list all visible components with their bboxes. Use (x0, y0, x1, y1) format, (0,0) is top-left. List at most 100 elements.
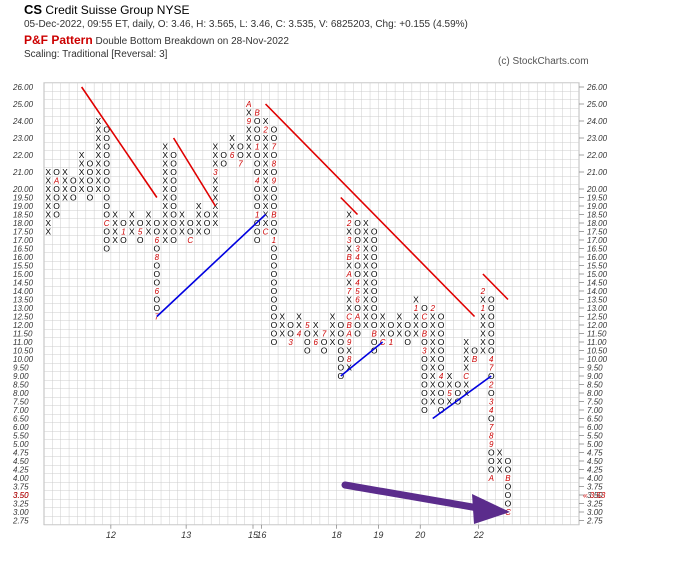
o-box: O (371, 269, 378, 279)
x-box: X (96, 159, 102, 169)
o-box: O (220, 159, 227, 169)
o-box: O (488, 414, 495, 424)
x-box: X (45, 184, 51, 194)
x-box: X (430, 312, 436, 322)
o-box: O (421, 405, 428, 415)
support-trendline (340, 341, 384, 377)
y-tick-label-left: 13.00 (13, 304, 34, 313)
y-tick-label-left: 16.00 (13, 253, 34, 262)
o-box: O (103, 244, 110, 254)
o-box: O (354, 269, 361, 279)
resistance-trendline (340, 196, 359, 216)
chart-header: CS Credit Suisse Group NYSE 05-Dec-2022,… (24, 2, 468, 60)
x-box: X (213, 201, 219, 211)
month-marker: 6 (355, 296, 360, 305)
month-marker: 5 (305, 321, 310, 330)
x-box: X (263, 184, 269, 194)
x-box: X (480, 295, 486, 305)
x-box: X (263, 218, 269, 228)
x-box: X (263, 201, 269, 211)
x-box: X (279, 320, 285, 330)
month-marker: 8 (347, 355, 352, 364)
month-marker: 6 (155, 236, 160, 245)
y-tick-label-right: 13.50 (587, 296, 608, 305)
month-marker: A (345, 330, 351, 339)
o-box: O (321, 337, 328, 347)
x-box: X (62, 176, 68, 186)
x-box: X (79, 150, 85, 160)
last-price-label-left: 3.50 (13, 491, 29, 500)
resistance-trendline (482, 273, 509, 301)
y-tick-label-right: 16.00 (587, 253, 608, 262)
x-box: X (480, 320, 486, 330)
o-box: O (254, 227, 261, 237)
o-box: O (421, 354, 428, 364)
o-box: O (421, 380, 428, 390)
o-box: O (304, 329, 311, 339)
o-box: O (170, 150, 177, 160)
o-box: O (170, 210, 177, 220)
x-box: X (346, 303, 352, 313)
month-marker: 2 (430, 304, 436, 313)
y-tick-label-right: 26.00 (586, 83, 608, 92)
x-box: X (330, 329, 336, 339)
x-box: X (229, 133, 235, 143)
x-box: X (497, 456, 503, 466)
x-box: X (213, 176, 219, 186)
y-tick-label-left: 6.00 (13, 423, 29, 432)
o-box: O (371, 312, 378, 322)
o-box: O (304, 346, 311, 356)
y-tick-label-left: 17.50 (13, 228, 34, 237)
month-marker: 4 (489, 355, 494, 364)
month-marker: 1 (255, 143, 259, 152)
x-box: X (346, 363, 352, 373)
x-box: X (96, 142, 102, 152)
o-box: O (371, 235, 378, 245)
o-box: O (170, 201, 177, 211)
o-box: O (471, 346, 478, 356)
o-box: O (371, 303, 378, 313)
x-box: X (413, 320, 419, 330)
x-box: X (413, 329, 419, 339)
month-marker: 1 (255, 211, 259, 220)
x-box: X (363, 312, 369, 322)
x-box: X (346, 244, 352, 254)
month-marker: 9 (347, 338, 352, 347)
o-box: O (103, 150, 110, 160)
x-box: X (313, 320, 319, 330)
x-box: X (380, 329, 386, 339)
x-box: X (162, 167, 168, 177)
x-year-label: 20 (414, 530, 425, 540)
x-box: X (497, 465, 503, 475)
x-box: X (162, 235, 168, 245)
x-box: X (396, 320, 402, 330)
x-box: X (363, 295, 369, 305)
last-price-label: « 3.53 (583, 491, 606, 500)
y-tick-label-left: 10.00 (13, 355, 34, 364)
y-tick-label-left: 4.25 (13, 466, 29, 475)
y-tick-label-left: 11.00 (13, 338, 33, 347)
y-tick-label-right: 6.50 (587, 415, 603, 424)
y-tick-label-left: 10.50 (13, 347, 34, 356)
x-box: X (480, 346, 486, 356)
o-box: O (337, 363, 344, 373)
x-box: X (313, 329, 319, 339)
o-box: O (354, 218, 361, 228)
support-trendline (156, 213, 267, 318)
x-box: X (112, 227, 118, 237)
x-box: X (129, 218, 135, 228)
x-box: X (346, 278, 352, 288)
y-tick-label-left: 8.00 (13, 389, 29, 398)
month-marker: C (263, 228, 269, 237)
x-box: X (447, 380, 453, 390)
o-box: O (371, 320, 378, 330)
month-marker: C (346, 313, 352, 322)
x-box: X (179, 218, 185, 228)
month-marker: C (187, 236, 193, 245)
y-tick-label-left: 3.75 (13, 483, 29, 492)
x-box: X (96, 176, 102, 186)
o-box: O (154, 303, 161, 313)
o-box: O (187, 227, 194, 237)
y-tick-label-left: 15.50 (13, 262, 34, 271)
x-box: X (430, 346, 436, 356)
